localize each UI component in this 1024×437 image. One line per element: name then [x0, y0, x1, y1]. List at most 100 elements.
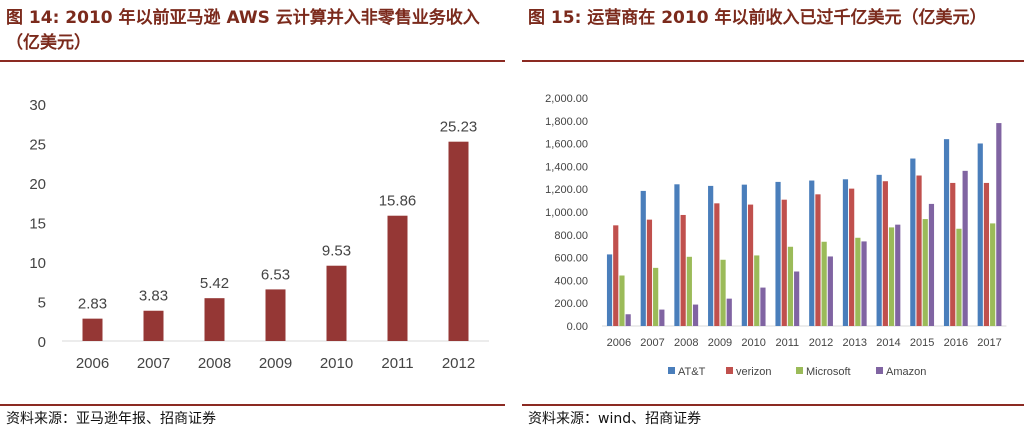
y-tick-label: 5 [38, 295, 46, 312]
x-tick-label: 2006 [607, 337, 631, 349]
y-tick-label: 25 [29, 137, 46, 154]
x-tick-label: 2009 [708, 337, 732, 349]
bar-Microsoft-2007 [653, 267, 659, 326]
right-footer-rule [522, 404, 1024, 406]
bar-AT&T-2011 [775, 181, 781, 326]
right-chart: 0.00 200.00 400.00 600.00 800.00 1,000.00 1,20… [545, 93, 1007, 378]
y-tick-label: 1,800.00 [545, 116, 588, 128]
bar-verizon-2015 [916, 175, 922, 326]
y-tick-label: 0 [38, 334, 46, 351]
bar-Amazon-2006 [625, 314, 631, 326]
y-tick-label: 30 [29, 97, 46, 114]
data-label: 9.53 [322, 243, 351, 260]
y-tick-label: 1,200.00 [545, 184, 588, 196]
y-tick-label: 200.00 [554, 298, 588, 310]
bar-2011 [387, 215, 408, 341]
right-panel: 图 15: 运营商在 2010 年以前收入已过千亿美元（亿美元） 0.00 200… [522, 0, 1024, 437]
legend-label: Microsoft [806, 366, 851, 378]
left-footer-rule [0, 404, 505, 406]
left-source: 资料来源：亚马逊年报、招商证券 [6, 411, 216, 427]
x-tick-label: 2006 [76, 355, 109, 372]
data-label: 5.42 [200, 275, 229, 292]
bar-verizon-2013 [849, 188, 855, 326]
y-tick-label: 1,400.00 [545, 161, 588, 173]
data-label: 3.83 [139, 288, 168, 305]
bar-verizon-2006 [613, 225, 619, 326]
y-tick-label: 2,000.00 [545, 93, 588, 105]
y-tick-label: 800.00 [554, 230, 588, 242]
x-tick-label: 2017 [977, 337, 1001, 349]
x-tick-label: 2010 [320, 355, 353, 372]
x-tick-label: 2015 [910, 337, 934, 349]
data-label: 25.23 [440, 119, 478, 136]
left-title-rule [0, 60, 505, 62]
left-chart-title: 图 14: 2010 年以前亚马逊 AWS 云计算并入非零售业务收入（亿美元） [6, 8, 480, 53]
bar-Microsoft-2009 [720, 259, 726, 326]
x-tick-label: 2011 [776, 337, 800, 349]
bar-verizon-2009 [714, 203, 720, 326]
x-tick-label: 2011 [381, 355, 413, 372]
bar-2009 [265, 289, 286, 341]
x-tick-label: 2008 [198, 355, 231, 372]
x-tick-label: 2014 [876, 337, 900, 349]
bar-AT&T-2016 [943, 139, 950, 326]
right-title-rule [522, 60, 1024, 62]
bar-AT&T-2009 [708, 185, 714, 326]
bar-verizon-2016 [950, 182, 956, 326]
bar-Microsoft-2015 [922, 219, 928, 326]
y-tick-label: 15 [29, 216, 46, 233]
bar-2007 [143, 310, 164, 341]
bar-Amazon-2013 [861, 241, 867, 326]
bar-Amazon-2016 [962, 170, 968, 326]
bar-Microsoft-2016 [956, 228, 962, 326]
right-source: 资料来源：wind、招商证券 [528, 411, 702, 427]
legend-swatch-Microsoft [796, 367, 803, 374]
bar-verizon-2017 [983, 182, 990, 326]
x-tick-label: 2013 [843, 337, 867, 349]
y-tick-label: 20 [29, 176, 46, 193]
bar-AT&T-2007 [640, 190, 646, 326]
bar-AT&T-2014 [876, 174, 882, 326]
data-label: 15.86 [379, 193, 417, 210]
data-label: 2.83 [78, 296, 107, 313]
bar-verizon-2014 [882, 181, 888, 326]
bar-Microsoft-2008 [686, 256, 692, 326]
bar-Amazon-2011 [794, 271, 800, 326]
bar-verizon-2011 [781, 199, 787, 326]
bar-Microsoft-2006 [619, 275, 625, 326]
legend-label: Amazon [886, 366, 926, 378]
x-tick-label: 2007 [640, 337, 664, 349]
bar-Microsoft-2010 [754, 255, 760, 326]
bar-verizon-2010 [747, 204, 754, 326]
left-panel: 图 14: 2010 年以前亚马逊 AWS 云计算并入非零售业务收入（亿美元） … [0, 0, 505, 437]
x-tick-label: 2009 [259, 355, 292, 372]
y-tick-label: 600.00 [554, 253, 588, 265]
bar-AT&T-2015 [910, 158, 916, 326]
bar-Microsoft-2014 [888, 227, 895, 326]
x-tick-label: 2008 [674, 337, 698, 349]
y-tick-label: 10 [29, 255, 46, 272]
bar-Amazon-2014 [895, 224, 901, 326]
bar-AT&T-2006 [606, 254, 613, 326]
bar-AT&T-2008 [674, 184, 680, 326]
right-chart-title: 图 15: 运营商在 2010 年以前收入已过千亿美元（亿美元） [528, 8, 987, 28]
bar-Amazon-2008 [692, 304, 699, 326]
y-tick-label: 0.00 [567, 321, 588, 333]
x-tick-label: 2012 [442, 355, 475, 372]
bar-Microsoft-2017 [990, 223, 996, 326]
legend-swatch-verizon [726, 367, 733, 374]
bar-verizon-2012 [815, 194, 821, 326]
bar-AT&T-2010 [741, 184, 747, 326]
bar-2012 [448, 141, 469, 341]
bar-Amazon-2010 [760, 287, 766, 326]
bar-Amazon-2017 [996, 123, 1002, 326]
x-tick-label: 2016 [944, 337, 968, 349]
bar-Amazon-2015 [928, 203, 935, 326]
left-chart: 0 5 10 15 20 25 30 2.83 2006 3.83 2007 5.42 2008 6.53… [29, 97, 489, 372]
bar-Amazon-2007 [659, 309, 665, 326]
data-label: 6.53 [261, 266, 290, 283]
legend-label: AT&T [678, 366, 706, 378]
bar-Microsoft-2013 [855, 237, 861, 326]
x-tick-label: 2007 [137, 355, 170, 372]
x-tick-label: 2012 [809, 337, 833, 349]
